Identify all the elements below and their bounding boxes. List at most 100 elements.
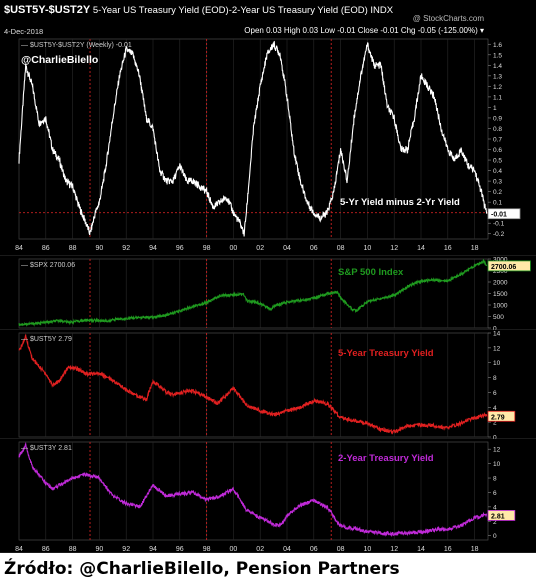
x-tick-label: 90 <box>96 245 104 252</box>
quote-line: Open 0.03 High 0.03 Low -0.01 Close -0.0… <box>244 26 484 35</box>
last-value-label: -0.01 <box>491 212 507 219</box>
x-tick-label: 84 <box>15 245 23 252</box>
x-tick-label: 04 <box>283 245 291 252</box>
panel-legend: — $UST3Y 2.81 <box>21 445 72 452</box>
watermark: @ StockCharts.com <box>413 14 484 23</box>
y-tick-label: 1.6 <box>493 42 502 49</box>
x-tick-label: 00 <box>230 245 238 252</box>
x-tick-label: 16 <box>444 546 452 553</box>
y-tick-label: 1.1 <box>493 94 502 101</box>
series-annotation: 5-Year Treasury Yield <box>338 348 434 359</box>
x-tick-label: 86 <box>42 245 50 252</box>
panel-background <box>0 256 536 330</box>
y-tick-label: 4 <box>493 405 497 412</box>
x-tick-label: 94 <box>149 546 157 553</box>
panel-spread: -0.2-0.100.10.20.30.40.50.60.70.80.911.1… <box>0 37 536 256</box>
x-tick-label: 08 <box>337 546 345 553</box>
x-tick-label: 88 <box>69 245 77 252</box>
x-tick-label: 84 <box>15 546 23 553</box>
x-tick-label: 10 <box>364 245 372 252</box>
series-annotation: 2-Year Treasury Yield <box>338 453 434 464</box>
y-tick-label: 500 <box>493 314 504 321</box>
exchange-label: INDX <box>370 5 393 16</box>
x-tick-label: 08 <box>337 245 345 252</box>
y-tick-label: 1.5 <box>493 52 502 59</box>
y-tick-label: -0.1 <box>493 221 505 228</box>
symbol-title: $UST5Y-$UST2Y <box>4 4 90 16</box>
x-tick-label: 10 <box>364 546 372 553</box>
x-tick-label: 18 <box>471 245 479 252</box>
x-tick-label: 92 <box>122 546 130 553</box>
x-tick-label: 90 <box>96 546 104 553</box>
x-tick-label: 14 <box>417 245 425 252</box>
panel-background <box>0 37 536 256</box>
panel-legend: — $UST5Y 2.79 <box>21 336 72 343</box>
y-tick-label: 6 <box>493 390 497 397</box>
x-tick-label: 04 <box>283 546 291 553</box>
x-tick-label: 02 <box>256 245 264 252</box>
y-tick-label: 0.3 <box>493 179 502 186</box>
y-tick-label: 0.1 <box>493 200 502 207</box>
y-tick-label: -0.2 <box>493 231 505 238</box>
x-tick-label: 12 <box>390 546 398 553</box>
y-tick-label: 0 <box>493 533 497 540</box>
y-tick-label: 8 <box>493 476 497 483</box>
x-tick-label: 86 <box>42 546 50 553</box>
x-tick-label: 96 <box>176 546 184 553</box>
author-label: @CharlieBilello <box>21 54 98 66</box>
y-tick-label: 1.4 <box>493 63 502 70</box>
y-tick-label: 2000 <box>493 280 508 287</box>
y-tick-label: 10 <box>493 461 501 468</box>
y-tick-label: 14 <box>493 331 501 338</box>
panel-background <box>0 330 536 439</box>
panel-background <box>0 439 536 553</box>
x-tick-label: 96 <box>176 245 184 252</box>
y-tick-label: 0.6 <box>493 147 502 154</box>
chart-header: $UST5Y-$UST2Y 5-Year US Treasury Yield (… <box>0 0 536 37</box>
panel-ust5y: 0 2 4 6 8 10 12 14 — $UST5Y 2.79 5-Year Treasury … <box>0 330 536 442</box>
x-tick-label: 18 <box>471 546 479 553</box>
y-tick-label: 1000 <box>493 303 508 310</box>
x-tick-label: 16 <box>444 245 452 252</box>
last-value-label: 2.81 <box>491 513 505 520</box>
series-annotation: 5-Yr Yield minus 2-Yr Yield <box>340 197 460 208</box>
y-tick-label: 0.8 <box>493 126 502 133</box>
x-tick-label: 98 <box>203 546 211 553</box>
x-tick-label: 94 <box>149 245 157 252</box>
y-tick-label: 0.2 <box>493 189 502 196</box>
y-tick-label: 12 <box>493 345 501 352</box>
x-tick-label: 02 <box>256 546 264 553</box>
x-tick-label: 00 <box>230 546 238 553</box>
symbol-description: 5-Year US Treasury Yield (EOD)-2-Year US… <box>93 5 368 16</box>
y-tick-label: 10 <box>493 360 501 367</box>
y-tick-label: 1.3 <box>493 73 502 80</box>
y-tick-label: 12 <box>493 447 501 454</box>
x-tick-label: 06 <box>310 245 318 252</box>
panel-legend: — $UST5Y-$UST2Y (Weekly) -0.01 <box>21 42 132 49</box>
x-tick-label: 14 <box>417 546 425 553</box>
x-tick-label: 88 <box>69 546 77 553</box>
y-tick-label: 0.9 <box>493 115 502 122</box>
x-tick-label: 06 <box>310 546 318 553</box>
series-annotation: S&P 500 Index <box>338 267 404 278</box>
footer: Źródło: @CharlieBilello, Pension Partner… <box>0 553 536 585</box>
chart-canvas: -0.2 -0.1 0 0.1 0.2 0.3 0.4 0.5 0.6 0.7 0.8 0.9 1 1.1… <box>0 37 536 553</box>
x-tick-label: 12 <box>390 245 398 252</box>
y-tick-label: 1.2 <box>493 84 502 91</box>
y-tick-label: 8 <box>493 375 497 382</box>
x-tick-label: 98 <box>203 245 211 252</box>
y-tick-label: 0.4 <box>493 168 502 175</box>
chart-date: 4-Dec-2018 <box>4 27 43 36</box>
y-tick-label: 6 <box>493 490 497 497</box>
panel-spx: 0 500 1000 1500 2000 2500 3000 — $SPX 2700.06 S&… <box>0 256 536 333</box>
x-tick-label: 92 <box>122 245 130 252</box>
last-value-label: 2.79 <box>491 414 505 421</box>
panel-legend: — $SPX 2700.06 <box>21 262 75 269</box>
y-tick-label: 0.7 <box>493 137 502 144</box>
y-tick-label: 1500 <box>493 291 508 298</box>
y-tick-label: 1 <box>493 105 497 112</box>
source-caption: Źródło: @CharlieBilello, Pension Partner… <box>4 559 400 579</box>
last-value-label: 2700.06 <box>491 264 516 271</box>
